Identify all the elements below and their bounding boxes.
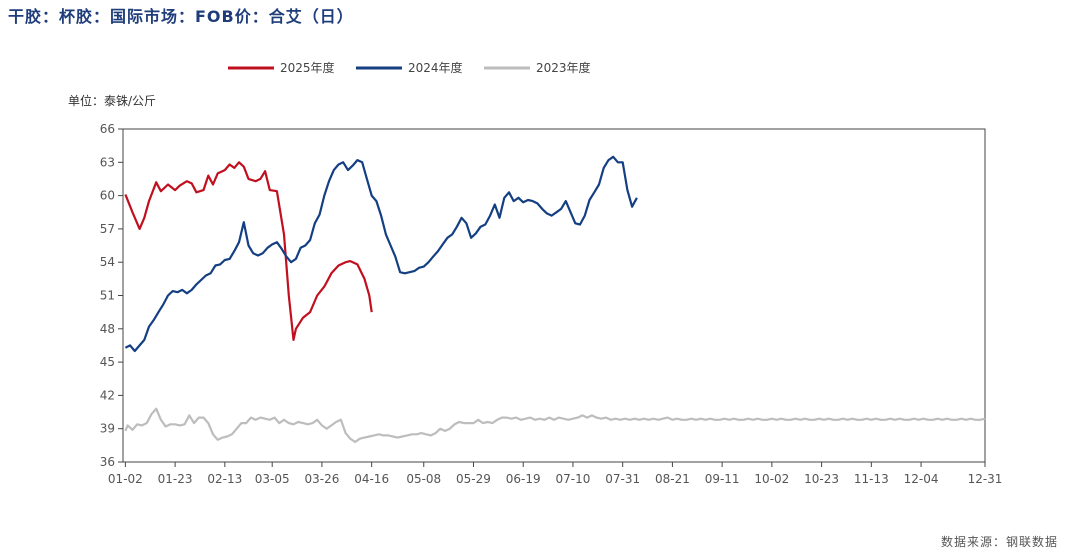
y-tick-label: 45 xyxy=(100,355,115,369)
x-tick-label: 05-29 xyxy=(456,472,491,486)
x-tick-label: 09-11 xyxy=(705,472,740,486)
y-tick-label: 60 xyxy=(100,189,115,203)
y-tick-label: 48 xyxy=(100,322,115,336)
x-tick-label: 02-13 xyxy=(207,472,242,486)
y-tick-label: 42 xyxy=(100,388,115,402)
x-tick-label: 08-21 xyxy=(655,472,690,486)
x-tick-label: 03-26 xyxy=(304,472,339,486)
unit-label: 单位：泰铢/公斤 xyxy=(68,94,157,108)
x-tick-label: 03-05 xyxy=(255,472,290,486)
x-tick-label: 11-13 xyxy=(854,472,889,486)
chart-title: 干胶：杯胶：国际市场：FOB价：合艾（日） xyxy=(8,7,354,26)
x-tick-label: 04-16 xyxy=(354,472,389,486)
x-tick-label: 07-10 xyxy=(556,472,591,486)
y-tick-label: 63 xyxy=(100,155,115,169)
x-tick-label: 05-08 xyxy=(406,472,441,486)
series-line-2024年度 xyxy=(124,155,638,353)
y-tick-label: 66 xyxy=(100,122,115,136)
y-tick-label: 39 xyxy=(100,422,115,436)
legend-label: 2024年度 xyxy=(408,60,463,75)
series-line-2025年度 xyxy=(124,161,373,341)
data-source: 数据来源：钢联数据 xyxy=(940,535,1058,549)
plot-frame xyxy=(122,128,986,463)
y-tick-label: 57 xyxy=(100,222,115,236)
legend-label: 2025年度 xyxy=(280,60,335,75)
x-tick-label: 01-23 xyxy=(158,472,193,486)
legend-label: 2023年度 xyxy=(536,60,591,75)
x-tick-label: 01-02 xyxy=(108,472,143,486)
x-tick-label: 12-31 xyxy=(968,472,1003,486)
x-tick-label: 06-19 xyxy=(506,472,541,486)
y-tick-label: 54 xyxy=(100,255,115,269)
y-tick-label: 51 xyxy=(100,289,115,303)
x-tick-label: 12-04 xyxy=(904,472,939,486)
y-tick-label: 36 xyxy=(100,455,115,469)
x-tick-label: 10-23 xyxy=(804,472,839,486)
x-tick-label: 07-31 xyxy=(605,472,640,486)
x-tick-label: 10-02 xyxy=(754,472,789,486)
series-line-2023年度 xyxy=(124,407,986,444)
